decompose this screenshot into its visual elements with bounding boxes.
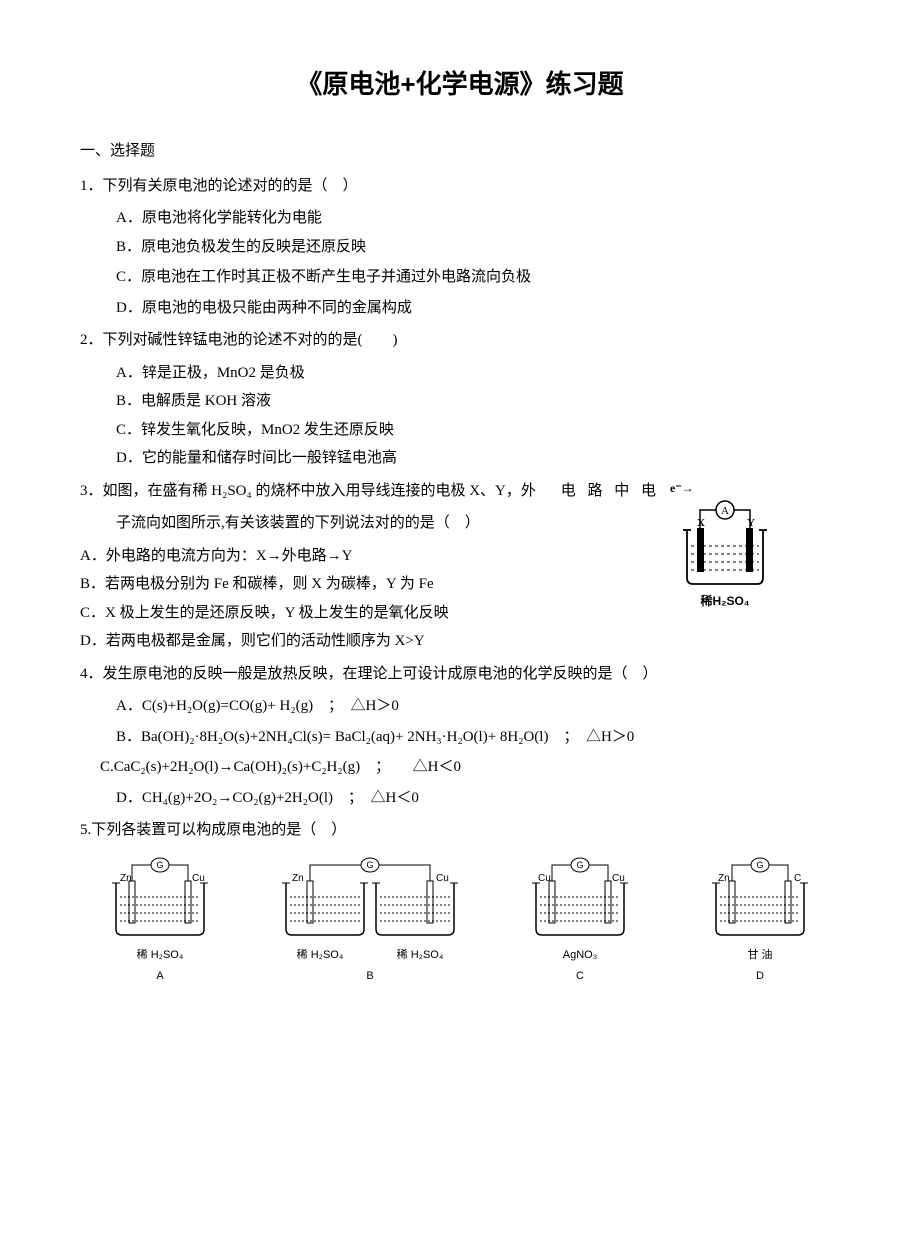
beaker-a-icon: G Zn Cu xyxy=(100,855,220,945)
q4-opt-c: C.CaC₂(s)+2H₂O(l)→Ca(OH)₂(s)+C₂H₂(g) ； △… xyxy=(80,753,840,782)
q5b-sol1: 稀 H₂SO₄ xyxy=(297,945,344,966)
svg-text:G: G xyxy=(576,860,583,870)
q3-figure: e⁻→ A X Y 稀H₂SO₄ xyxy=(670,477,780,613)
svg-text:Cu: Cu xyxy=(436,873,449,884)
svg-text:C: C xyxy=(794,873,801,884)
q4-opts: A．C(s)+H₂O(g)=CO(g)+ H₂(g) ； △H＞0 B．Ba(O… xyxy=(80,692,840,812)
q2-opt-d: D．它的能量和储存时间比一般锌锰电池高 xyxy=(116,444,464,473)
q2-opt-b: B．电解质是 KOH 溶液 xyxy=(116,387,464,416)
beaker-b-icon: G Zn Cu xyxy=(270,855,470,945)
q1-stem: 1．下列有关原电池的论述对的的是（ ） xyxy=(80,172,840,201)
svg-text:Zn: Zn xyxy=(718,873,730,884)
svg-text:G: G xyxy=(756,860,763,870)
q1-opt-d: D．原电池的电极只能由两种不同的金属构成 xyxy=(80,294,840,323)
q5-fig-d: G Zn C 甘 油 D xyxy=(690,855,830,987)
q1-opt-b: B．原电池负极发生的反映是还原反映 xyxy=(116,233,464,262)
q5-figures: G Zn Cu 稀 H₂SO₄ A G Zn Cu xyxy=(80,855,840,987)
q3-stem-1: 3．如图，在盛有稀 H₂SO₄ 的烧杯中放入用导线连接的电极 X、Y，外 电 路… xyxy=(80,477,660,506)
q5-fig-a: G Zn Cu 稀 H₂SO₄ A xyxy=(90,855,230,987)
q5d-tag: D xyxy=(690,966,830,987)
svg-text:X: X xyxy=(697,517,705,529)
svg-text:A: A xyxy=(721,505,729,517)
q1-opt-a: A．原电池将化学能转化为电能 xyxy=(116,204,464,233)
q5-fig-b: G Zn Cu 稀 H₂SO₄ 稀 H₂SO₄ B xyxy=(270,855,470,987)
q4-stem: 4．发生原电池的反映一般是放热反映，在理论上可设计成原电池的化学反映的是（ ） xyxy=(80,660,840,689)
q1-opt-c: C．原电池在工作时其正极不断产生电子并通过外电路流向负极 xyxy=(80,263,840,292)
beaker-icon: A X Y xyxy=(675,500,775,590)
svg-text:Cu: Cu xyxy=(612,873,625,884)
svg-text:G: G xyxy=(366,860,373,870)
q5-fig-c: G Cu Cu AgNO₃ C xyxy=(510,855,650,987)
q1-row1: A．原电池将化学能转化为电能 B．原电池负极发生的反映是还原反映 xyxy=(80,204,840,261)
q2-row1: A．锌是正极，MnO2 是负极 B．电解质是 KOH 溶液 xyxy=(80,359,840,416)
svg-text:Zn: Zn xyxy=(292,873,304,884)
q5c-sol: AgNO₃ xyxy=(510,945,650,966)
page-title: 《原电池+化学电源》练习题 xyxy=(80,60,840,109)
svg-text:Y: Y xyxy=(747,517,755,529)
q5b-tag: B xyxy=(270,966,470,987)
q4-opt-d: D．CH₄(g)+2O₂→CO₂(g)+2H₂O(l) ； △H＜0 xyxy=(80,784,840,813)
q2-row2: C．锌发生氧化反映，MnO2 发生还原反映 D．它的能量和储存时间比一般锌锰电池… xyxy=(80,416,840,473)
q5-stem: 5.下列各装置可以构成原电池的是（ ） xyxy=(80,816,840,845)
q3-opt-d: D．若两电极都是金属，则它们的活动性顺序为 X>Y xyxy=(80,627,840,656)
beaker-c-icon: G Cu Cu xyxy=(520,855,640,945)
q3-stem-2: 子流向如图所示,有关该装置的下列说法对的的是（ ） xyxy=(80,509,660,538)
q3-stem-1b: 电 路 中 电 xyxy=(561,477,660,506)
q5b-sol2: 稀 H₂SO₄ xyxy=(397,945,444,966)
q2-opt-a: A．锌是正极，MnO2 是负极 xyxy=(116,359,464,388)
q5c-tag: C xyxy=(510,966,650,987)
lbl-a-right: Cu xyxy=(192,873,205,884)
q2-stem: 2．下列对碱性锌锰电池的论述不对的的是( ) xyxy=(80,326,840,355)
beaker-d-icon: G Zn C xyxy=(700,855,820,945)
section-heading: 一、选择题 xyxy=(80,137,840,166)
q3-stem-1a: 3．如图，在盛有稀 H₂SO₄ 的烧杯中放入用导线连接的电极 X、Y，外 xyxy=(80,483,536,499)
q4-opt-b: B．Ba(OH)₂·8H₂O(s)+2NH₄Cl(s)= BaCl₂(aq)+ … xyxy=(80,723,840,752)
q3-block: e⁻→ A X Y 稀H₂SO₄ xyxy=(80,477,840,656)
q1-row2: C．原电池在工作时其正极不断产生电子并通过外电路流向负极 D．原电池的电极只能由… xyxy=(80,263,840,322)
q3-e-label: e⁻ xyxy=(670,481,682,495)
q3-sol-label: 稀H₂SO₄ xyxy=(670,590,780,613)
q5d-sol: 甘 油 xyxy=(690,945,830,966)
svg-text:G: G xyxy=(156,860,163,870)
q4-opt-a: A．C(s)+H₂O(g)=CO(g)+ H₂(g) ； △H＞0 xyxy=(80,692,840,721)
q5a-sol: 稀 H₂SO₄ xyxy=(90,945,230,966)
q2-opt-c: C．锌发生氧化反映，MnO2 发生还原反映 xyxy=(116,416,464,445)
q5a-tag: A xyxy=(90,966,230,987)
